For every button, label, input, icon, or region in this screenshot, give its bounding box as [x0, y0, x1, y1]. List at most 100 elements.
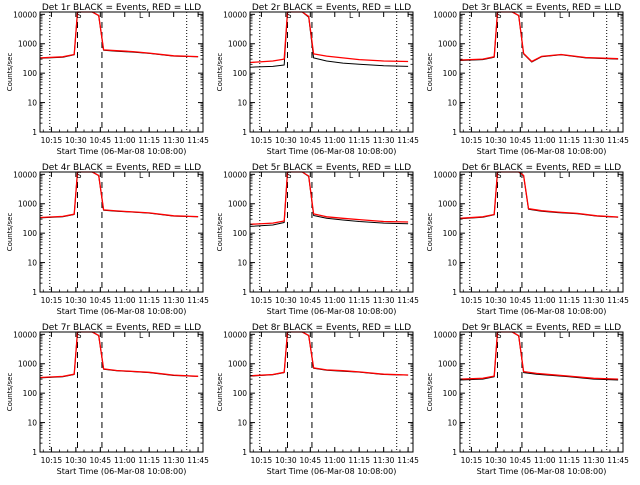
x-tick-label: 11:30: [583, 136, 605, 145]
y-tick-label: 1: [242, 128, 247, 137]
events-series-line: [459, 331, 619, 381]
panel-title: Det 5r BLACK = Events, RED = LLD: [252, 163, 411, 173]
plot-frame: [459, 11, 624, 133]
y-tick-label: 100: [233, 389, 248, 398]
start-marker-label: S: [287, 11, 292, 20]
x-tick-label: 10:15: [41, 456, 63, 465]
y-tick-label: 1: [242, 288, 247, 297]
events-series-line: [249, 11, 409, 68]
y-tick-label: 1: [32, 128, 37, 137]
y-tick-label: 1000: [18, 200, 37, 209]
panel-9: Det 9r BLACK = Events, RED = LLD Counts/s…: [426, 323, 629, 476]
y-tick-label: 1: [452, 448, 457, 457]
y-tick-label: 100: [23, 69, 38, 78]
y-tick-label: 1: [452, 288, 457, 297]
x-tick-label: 11:00: [534, 296, 556, 305]
lld-series-line: [39, 331, 199, 379]
events-series-line: [459, 11, 619, 63]
x-tick-label: 11:15: [348, 456, 370, 465]
start-marker-label: S: [287, 331, 292, 340]
lld-series-line: [459, 171, 619, 219]
y-axis-label: Counts/sec: [426, 213, 434, 252]
x-tick-label: 11:30: [163, 136, 185, 145]
end-marker-label: L: [349, 11, 354, 20]
start-marker-label: S: [497, 171, 502, 180]
y-axis-label: Counts/sec: [216, 53, 224, 92]
x-tick-label: 10:30: [275, 456, 297, 465]
x-tick-label: 11:45: [607, 456, 629, 465]
panel-title: Det 7r BLACK = Events, RED = LLD: [42, 323, 201, 333]
events-series-line: [459, 171, 619, 220]
x-tick-label: 11:00: [534, 136, 556, 145]
panel-5: Det 5r BLACK = Events, RED = LLD Counts/s…: [216, 163, 419, 316]
y-tick-label: 1000: [438, 360, 457, 369]
y-tick-label: 100: [443, 69, 458, 78]
y-tick-label: 10000: [13, 10, 37, 19]
x-tick-label: 10:15: [251, 456, 273, 465]
y-tick-label: 10000: [223, 170, 247, 179]
panel-8: Det 8r BLACK = Events, RED = LLD Counts/s…: [216, 323, 419, 476]
y-axis-label: Counts/sec: [216, 373, 224, 412]
start-marker-label: S: [77, 171, 82, 180]
x-tick-label: 11:30: [583, 456, 605, 465]
x-axis-label: Start Time (06-Mar-08 10:08:00): [267, 307, 397, 316]
x-tick-label: 11:00: [114, 136, 136, 145]
y-tick-label: 1000: [438, 40, 457, 49]
y-tick-label: 1: [452, 128, 457, 137]
x-tick-label: 11:45: [607, 136, 629, 145]
panel-title: Det 8r BLACK = Events, RED = LLD: [252, 323, 411, 333]
plot-frame: [39, 11, 204, 133]
panel-title: Det 4r BLACK = Events, RED = LLD: [42, 163, 201, 173]
start-marker-label: S: [497, 11, 502, 20]
plot-frame: [39, 171, 204, 293]
x-axis-label: Start Time (06-Mar-08 10:08:00): [267, 147, 397, 156]
x-tick-label: 10:30: [485, 296, 507, 305]
lld-series-line: [249, 171, 409, 225]
y-tick-label: 10: [447, 99, 457, 108]
x-tick-label: 11:30: [163, 456, 185, 465]
panel-title: Det 9r BLACK = Events, RED = LLD: [462, 323, 621, 333]
lld-series-line: [459, 11, 619, 63]
y-tick-label: 1: [242, 448, 247, 457]
panel-7: Det 7r BLACK = Events, RED = LLD Counts/s…: [6, 323, 209, 476]
x-tick-label: 10:45: [89, 296, 111, 305]
panel-title: Det 6r BLACK = Events, RED = LLD: [462, 163, 621, 173]
x-tick-label: 11:15: [348, 296, 370, 305]
x-tick-label: 11:00: [114, 296, 136, 305]
y-tick-label: 10: [237, 99, 247, 108]
panel-6: Det 6r BLACK = Events, RED = LLD Counts/s…: [426, 163, 629, 316]
x-tick-label: 10:30: [275, 296, 297, 305]
y-tick-label: 10: [27, 99, 37, 108]
plot-frame: [459, 171, 624, 293]
y-tick-label: 10000: [223, 10, 247, 19]
panel-4: Det 4r BLACK = Events, RED = LLD Counts/s…: [6, 163, 209, 316]
x-tick-label: 11:45: [397, 456, 419, 465]
panel-title: Det 3r BLACK = Events, RED = LLD: [462, 3, 621, 13]
x-tick-label: 10:45: [89, 456, 111, 465]
lld-series-line: [249, 11, 409, 64]
y-axis-label: Counts/sec: [216, 213, 224, 252]
x-tick-label: 11:00: [534, 456, 556, 465]
end-marker-label: L: [139, 11, 144, 20]
panel-title: Det 1r BLACK = Events, RED = LLD: [42, 3, 201, 13]
x-tick-label: 11:15: [138, 136, 160, 145]
y-tick-label: 1000: [228, 360, 247, 369]
lld-series-line: [249, 331, 409, 377]
y-axis-label: Counts/sec: [426, 53, 434, 92]
x-tick-label: 11:45: [607, 296, 629, 305]
panel-2: Det 2r BLACK = Events, RED = LLD Counts/s…: [216, 3, 419, 156]
plot-frame: [249, 331, 414, 453]
lld-series-line: [459, 331, 619, 380]
x-tick-label: 11:30: [373, 456, 395, 465]
y-tick-label: 10000: [433, 330, 457, 339]
end-marker-label: L: [349, 331, 354, 340]
start-marker-label: S: [77, 331, 82, 340]
y-tick-label: 10: [237, 419, 247, 428]
y-tick-label: 100: [23, 229, 38, 238]
y-tick-label: 10000: [13, 170, 37, 179]
y-tick-label: 100: [233, 69, 248, 78]
x-tick-label: 11:00: [324, 136, 346, 145]
start-marker-label: S: [497, 331, 502, 340]
